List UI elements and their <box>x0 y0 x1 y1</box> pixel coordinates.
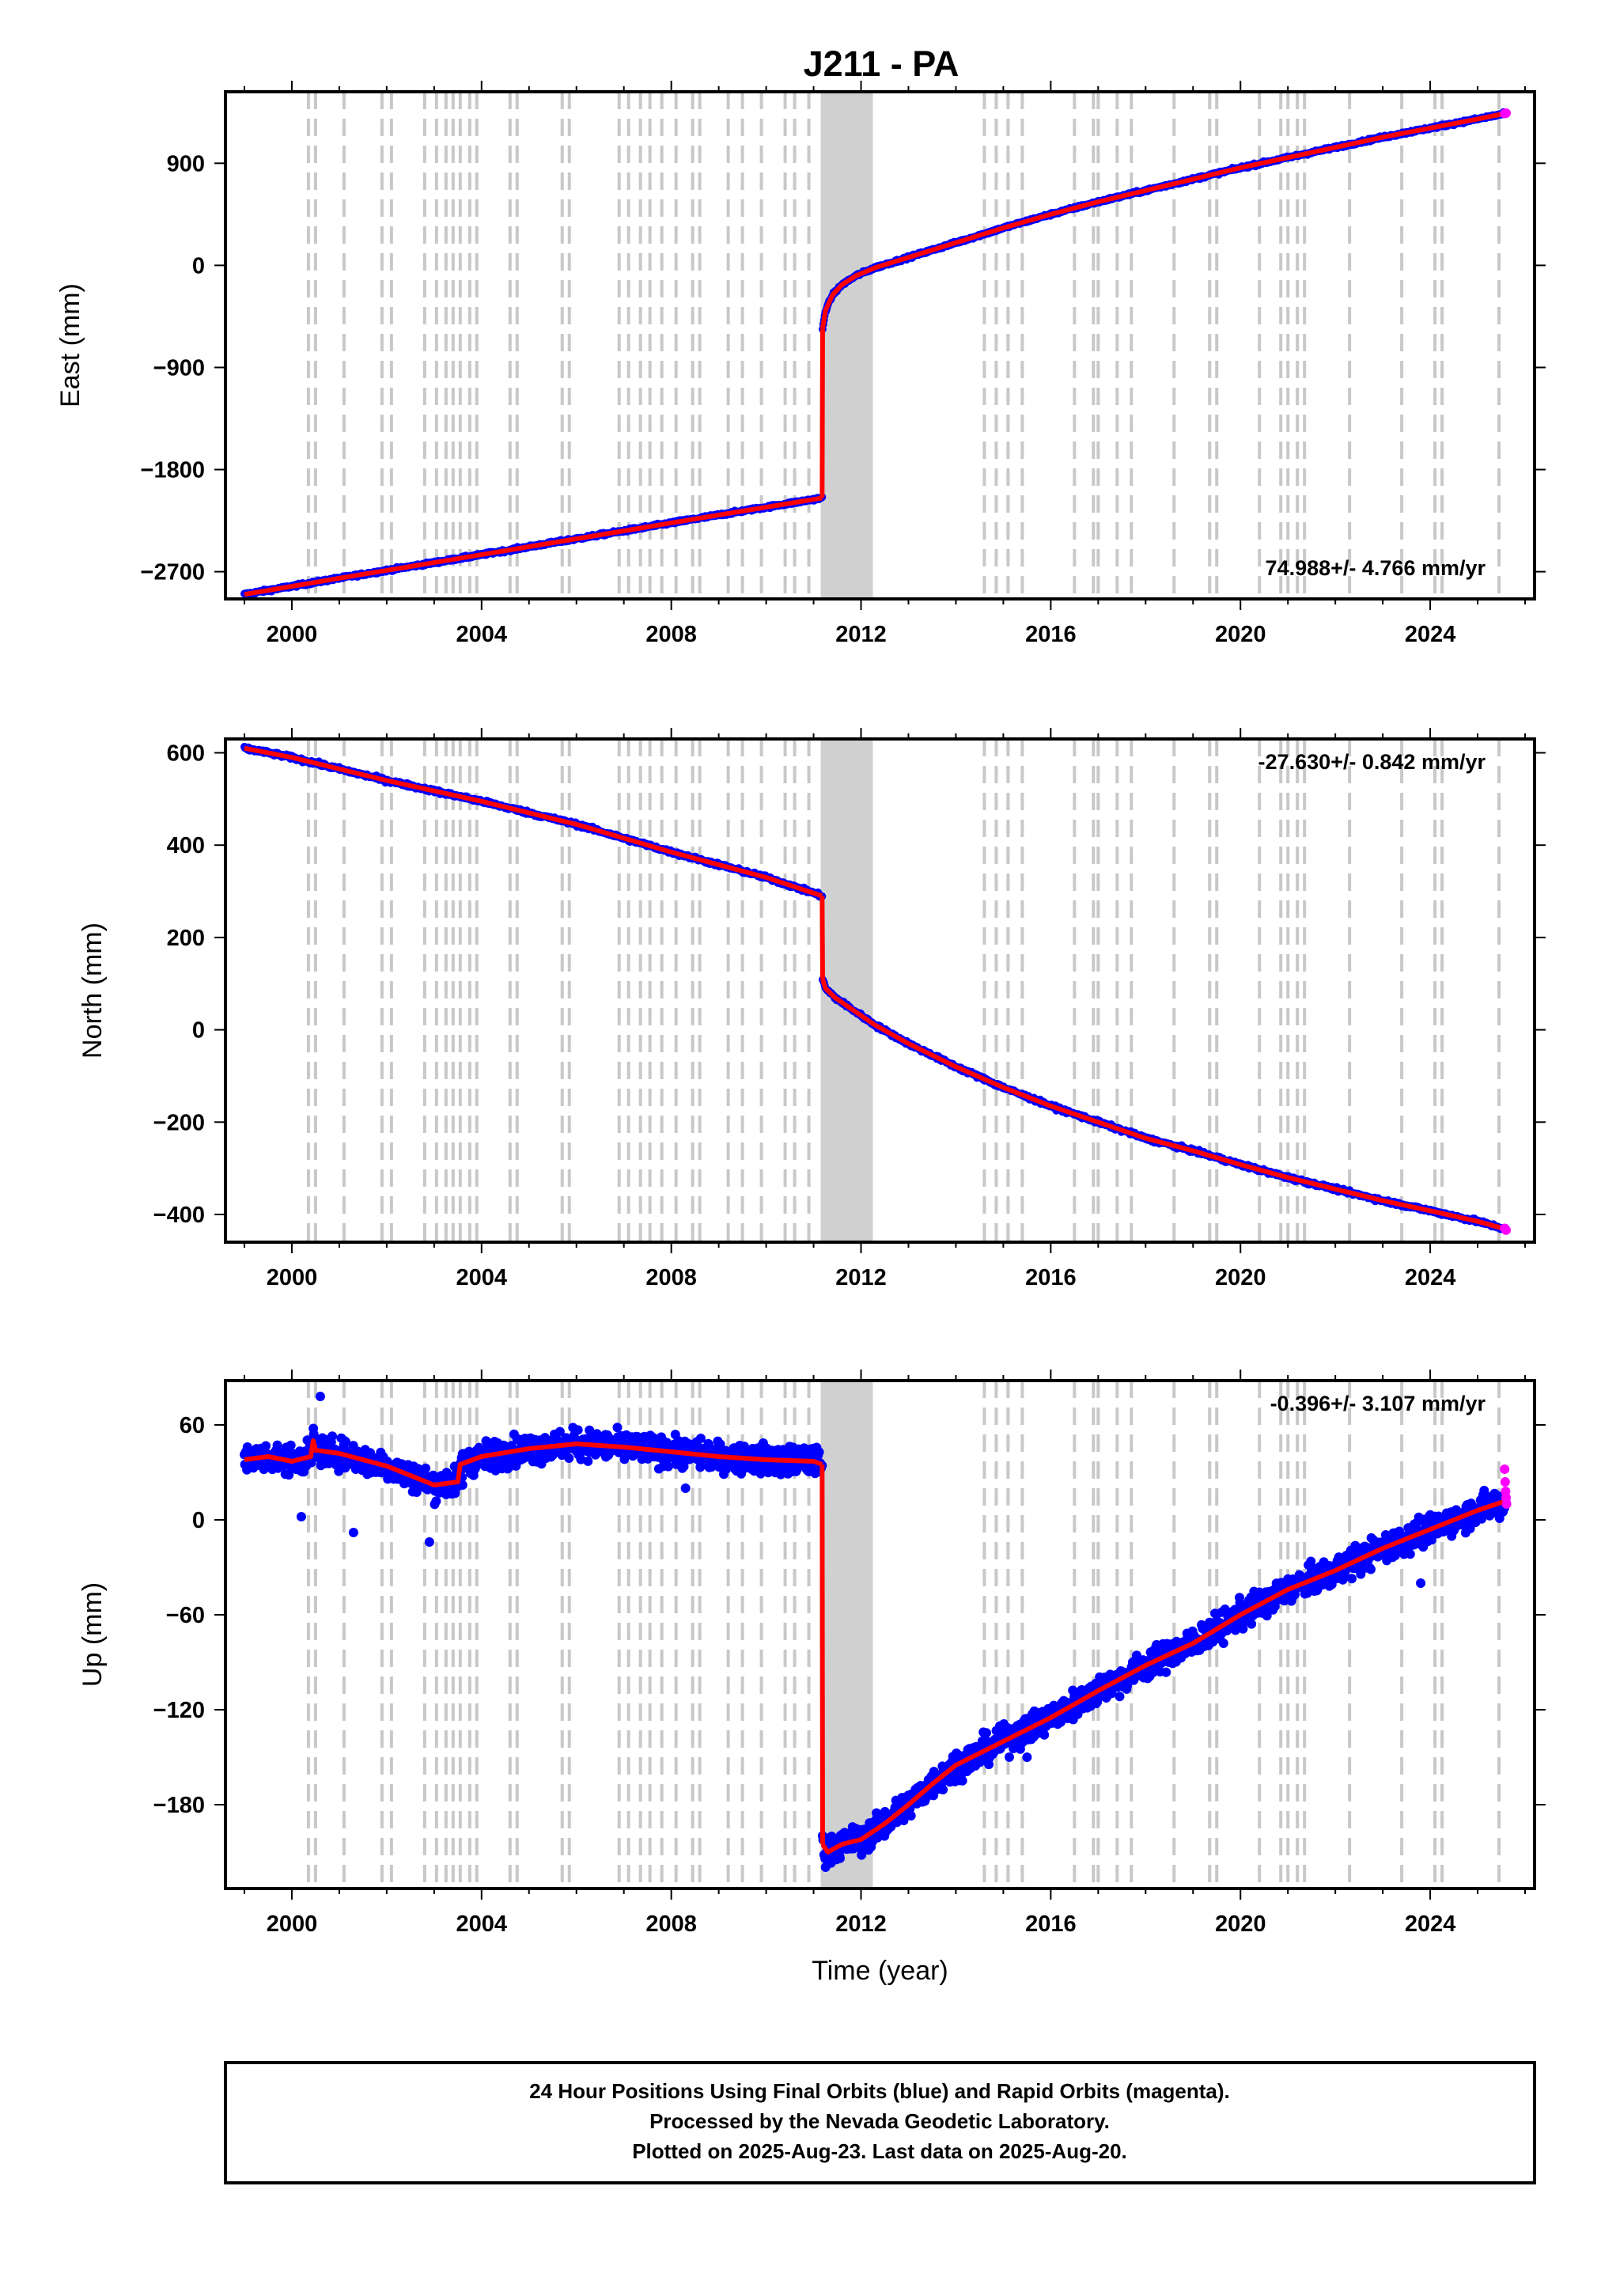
x-tick-label: 2004 <box>456 622 508 647</box>
y-tick-label: 900 <box>167 151 205 176</box>
up-panel: 2000 2004 2008 2012 2016 2020 2024−180−120−600… <box>78 1370 1546 1986</box>
event-band <box>820 1381 873 1889</box>
daily-position <box>272 1440 282 1450</box>
event-band <box>820 92 873 599</box>
y-tick-label: −2700 <box>141 560 205 585</box>
daily-position <box>612 1423 623 1433</box>
daily-position <box>564 1453 574 1463</box>
velocity-label: -27.630+/- 0.842 mm/yr <box>1258 750 1486 774</box>
plot-frame <box>224 737 1536 1244</box>
plot-area <box>240 1381 1512 1889</box>
plot-area <box>240 739 1512 1242</box>
daily-position <box>573 1425 583 1435</box>
y-tick-label: 0 <box>192 253 205 278</box>
final-orbit-points <box>240 108 1510 599</box>
north-panel: 2000 2004 2008 2012 2016 2020 2024 −400 −200 0 200… <box>78 728 1546 1290</box>
y-tick-label: 600 <box>167 741 205 767</box>
x-tick-label: 2020 <box>1215 1265 1266 1290</box>
x-tick-label: 2016 <box>1025 622 1077 647</box>
daily-position <box>554 1426 565 1437</box>
x-tick-label: 2004 <box>456 1265 508 1290</box>
model-line <box>244 745 823 899</box>
offset-step <box>819 896 825 979</box>
x-tick-label: 2016 <box>1025 1265 1077 1290</box>
offset-step <box>819 328 825 498</box>
daily-position <box>695 1434 706 1443</box>
daily-position <box>286 1440 296 1450</box>
daily-position <box>679 1461 689 1472</box>
x-tick-label: 2020 <box>1215 622 1266 647</box>
plot-area <box>240 92 1512 599</box>
final-orbit-points <box>240 742 1510 1233</box>
x-tick-label: 2024 <box>1405 622 1456 647</box>
plot-frame <box>224 90 1536 601</box>
x-tick-label: 2008 <box>645 1265 697 1290</box>
y-tick-label: −400 <box>153 1203 205 1228</box>
x-tick-label: 2012 <box>835 1265 887 1290</box>
daily-position <box>421 1463 431 1473</box>
east-panel: 2000 2004 2008 2012 2016 2020 2024 −2700 −1800 −9… <box>55 81 1546 647</box>
model-line <box>819 111 1507 330</box>
x-tick-label: 2024 <box>1405 1265 1456 1290</box>
daily-position <box>431 1496 441 1506</box>
chart-title: J211 - PA <box>804 44 959 84</box>
daily-position <box>327 1431 338 1442</box>
y-axis-label: North (mm) <box>78 923 108 1059</box>
model-line <box>244 495 823 597</box>
daily-position <box>663 1461 673 1472</box>
rapid-orbit-point <box>1501 1225 1512 1235</box>
y-tick-label: 200 <box>167 926 205 951</box>
final-orbit-points <box>240 1392 1511 1872</box>
daily-position <box>261 1441 271 1451</box>
daily-position <box>306 1457 316 1468</box>
rapid-orbit-point <box>1501 108 1512 118</box>
velocity-label: 74.988+/- 4.766 mm/yr <box>1266 556 1486 580</box>
y-tick-label: −1800 <box>141 458 205 483</box>
y-tick-label: −200 <box>153 1110 205 1135</box>
y-tick-label: −900 <box>153 355 205 381</box>
x-tick-label: 2000 <box>267 1265 318 1290</box>
y-axis-label: East (mm) <box>55 283 85 407</box>
x-tick-label: 2008 <box>645 622 697 647</box>
x-tick-label: 2000 <box>267 622 318 647</box>
y-tick-label: 0 <box>192 1018 205 1044</box>
daily-position <box>341 1437 351 1447</box>
model-line <box>820 978 1507 1232</box>
daily-position <box>583 1456 593 1466</box>
x-tick-label: 2012 <box>835 622 887 647</box>
y-tick-label: 400 <box>167 833 205 858</box>
